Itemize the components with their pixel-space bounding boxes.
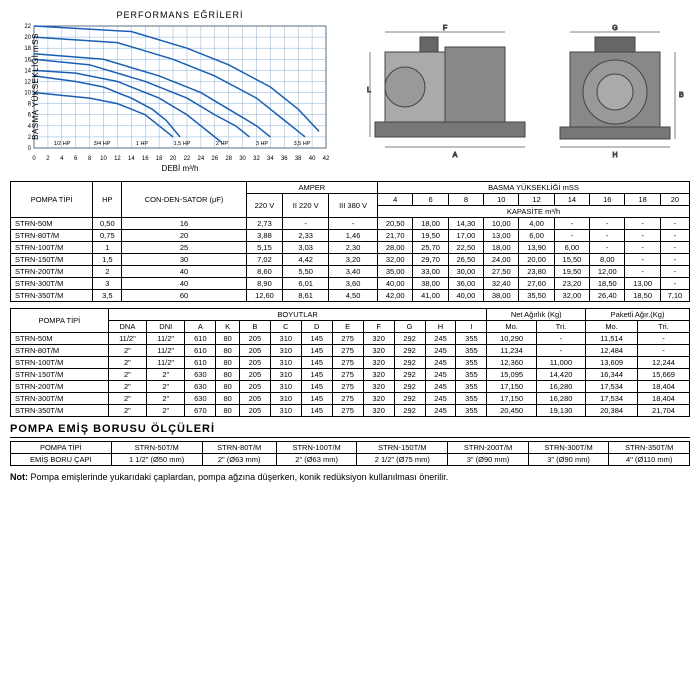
svg-text:3 HP: 3 HP bbox=[256, 141, 269, 147]
svg-text:28: 28 bbox=[225, 156, 232, 162]
svg-text:32: 32 bbox=[253, 156, 260, 162]
spec-table-1: POMPA TİPİ HP CON-DEN-SATOR (μF) AMPER B… bbox=[10, 181, 690, 302]
svg-text:B: B bbox=[679, 92, 684, 99]
svg-text:38: 38 bbox=[295, 156, 302, 162]
svg-text:H: H bbox=[612, 152, 617, 159]
svg-text:24: 24 bbox=[198, 156, 205, 162]
svg-text:22: 22 bbox=[184, 156, 191, 162]
pump-front-drawing: G B H bbox=[545, 22, 685, 162]
top-section: PERFORMANS EĞRİLERİ BASMA YÜKSEKLİĞİ mSS… bbox=[10, 10, 690, 173]
svg-text:8: 8 bbox=[88, 156, 92, 162]
note-text: Pompa emişlerinde yukarıdaki çaplardan, … bbox=[28, 472, 448, 482]
svg-text:3/4 HP: 3/4 HP bbox=[94, 141, 111, 147]
svg-text:36: 36 bbox=[281, 156, 288, 162]
svg-text:A: A bbox=[453, 152, 458, 159]
chart-title: PERFORMANS EĞRİLERİ bbox=[10, 10, 350, 20]
svg-text:4: 4 bbox=[60, 156, 64, 162]
svg-text:L: L bbox=[367, 87, 371, 94]
svg-text:2: 2 bbox=[46, 156, 50, 162]
svg-text:1 HP: 1 HP bbox=[136, 141, 149, 147]
svg-text:40: 40 bbox=[309, 156, 316, 162]
note-prefix: Not: bbox=[10, 472, 28, 482]
svg-text:34: 34 bbox=[267, 156, 274, 162]
svg-text:0: 0 bbox=[28, 146, 32, 152]
svg-text:42: 42 bbox=[323, 156, 330, 162]
svg-text:14: 14 bbox=[128, 156, 135, 162]
footer-note: Not: Pompa emişlerinde yukarıdaki çaplar… bbox=[10, 472, 690, 482]
suction-pipe-title: POMPA EMİŞ BORUSU ÖLÇÜLERİ bbox=[10, 423, 690, 438]
spec-table-2: POMPA TİPİ BOYUTLAR Net Ağırlık (Kg) Pak… bbox=[10, 308, 690, 417]
svg-text:18: 18 bbox=[156, 156, 163, 162]
tech-drawings: F L A G B H bbox=[360, 10, 690, 173]
svg-text:30: 30 bbox=[239, 156, 246, 162]
svg-text:10: 10 bbox=[100, 156, 107, 162]
performance-chart: 0246810121416182022242628303234363840420… bbox=[10, 22, 330, 162]
svg-text:20: 20 bbox=[170, 156, 177, 162]
svg-text:F: F bbox=[443, 25, 447, 32]
chart-y-label: BASMA YÜKSEKLİĞİ mSS bbox=[31, 33, 40, 140]
spec-table-3: POMPA TİPİSTRN-50T/MSTRN-80T/MSTRN-100T/… bbox=[10, 441, 690, 466]
svg-text:1/2 HP: 1/2 HP bbox=[54, 141, 71, 147]
svg-text:G: G bbox=[612, 25, 617, 32]
svg-text:16: 16 bbox=[142, 156, 149, 162]
svg-text:6: 6 bbox=[74, 156, 78, 162]
svg-text:26: 26 bbox=[211, 156, 218, 162]
chart-area: PERFORMANS EĞRİLERİ BASMA YÜKSEKLİĞİ mSS… bbox=[10, 10, 350, 173]
svg-text:1,5 HP: 1,5 HP bbox=[174, 141, 191, 147]
pump-side-drawing: F L A bbox=[365, 22, 535, 162]
chart-wrap: BASMA YÜKSEKLİĞİ mSS 0246810121416182022… bbox=[10, 22, 350, 164]
svg-text:0: 0 bbox=[32, 156, 36, 162]
chart-x-label: DEBİ m³/h bbox=[10, 164, 350, 173]
svg-text:12: 12 bbox=[114, 156, 121, 162]
svg-text:2 HP: 2 HP bbox=[216, 141, 229, 147]
svg-text:3,5 HP: 3,5 HP bbox=[294, 141, 311, 147]
svg-text:22: 22 bbox=[24, 24, 31, 30]
